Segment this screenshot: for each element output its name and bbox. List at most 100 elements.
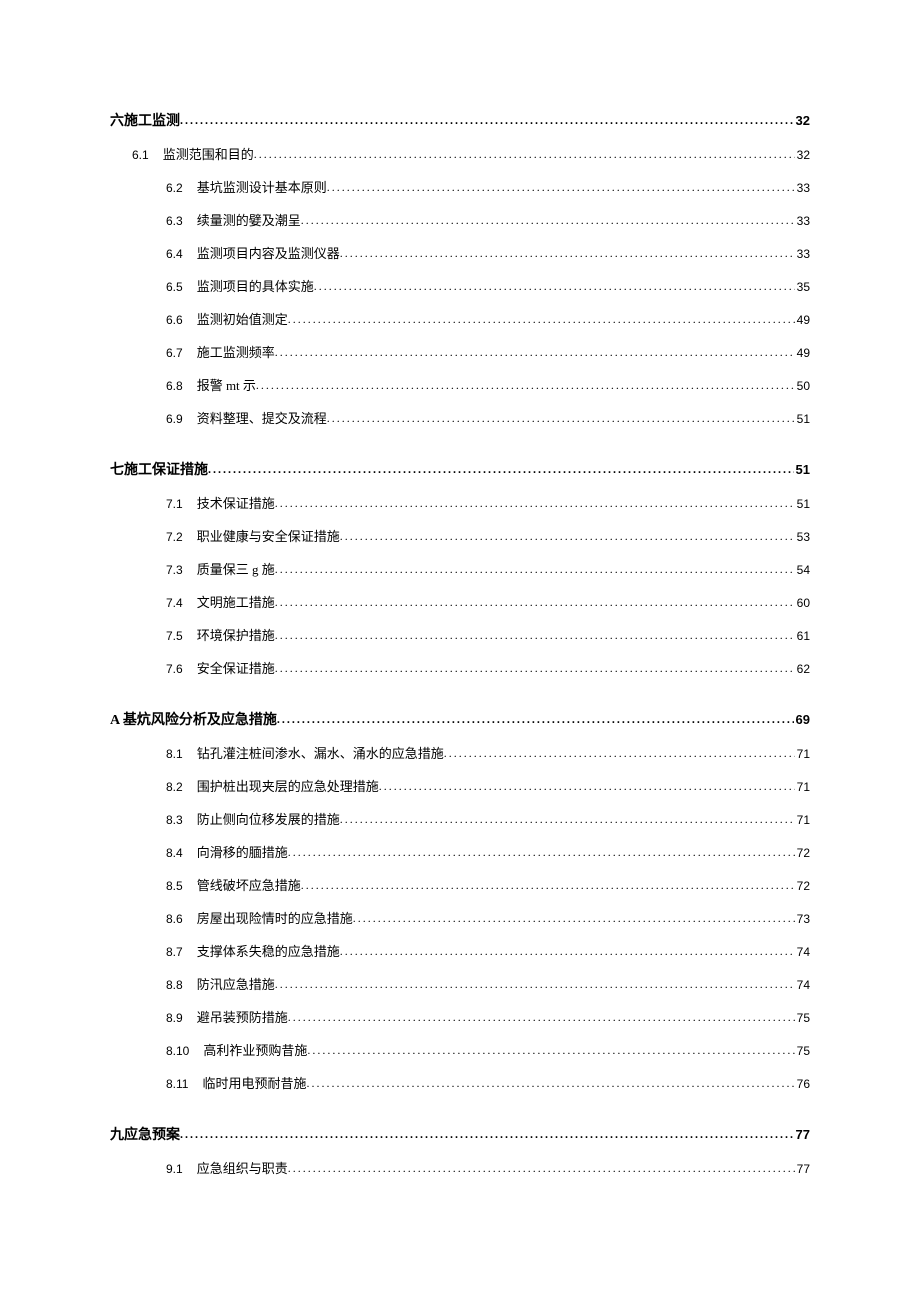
dot-leader	[301, 213, 795, 225]
toc-entry: 6.5监测项目的具体实施35	[166, 276, 810, 295]
toc-entry-page: 35	[795, 280, 810, 294]
toc-entry-number: 8.10	[166, 1044, 189, 1058]
toc-entry: 8.10 高利祚业预购昔施 75	[166, 1040, 810, 1059]
toc-entry-number: 7.3	[166, 563, 183, 577]
toc-entry-number: 8.9	[166, 1011, 183, 1025]
toc-entry-page: 53	[795, 530, 810, 544]
toc-entry-number: 6.4	[166, 247, 183, 261]
toc-entry-title: 支撑体系失稳的应急措施	[197, 941, 340, 960]
toc-entry-title: 防汛应急措施	[197, 974, 275, 993]
toc-section-heading-title: 九应急预案	[110, 1124, 180, 1144]
toc-section-heading-page: 69	[794, 712, 810, 727]
toc-entry-title: 防止侧向位移发展的措施	[197, 809, 340, 828]
toc-entry-number: 6.2	[166, 181, 183, 195]
toc-entry-number: 8.6	[166, 912, 183, 926]
toc-entry: 7.5环境保护措施61	[166, 625, 810, 644]
toc-section-heading-page: 32	[794, 113, 810, 128]
toc-entry-title: 文明施工措施	[197, 592, 275, 611]
dot-leader	[256, 378, 795, 390]
toc-entry-title: 监测初始值测定	[197, 309, 288, 328]
dot-leader	[307, 1043, 794, 1055]
toc-entry-number: 8.11	[166, 1077, 188, 1091]
dot-leader	[288, 312, 795, 324]
toc-entry-page: 33	[795, 214, 810, 228]
toc-entry: 6.8报警 mt 示50	[166, 375, 810, 394]
toc-section-heading: 七施工保证措施51	[110, 459, 810, 479]
toc-entry: 8.7 支撑体系失稳的应急措施 74	[166, 941, 810, 960]
toc-entry-page: 51	[795, 497, 810, 511]
toc-entry-title: 续量测的嬖及潮呈	[197, 210, 301, 229]
toc-entry-page: 75	[795, 1044, 810, 1058]
toc-entry: 7.6安全保证措施62	[166, 658, 810, 677]
dot-leader	[208, 462, 794, 474]
toc-section-heading: 六施工监测 32	[110, 110, 810, 130]
toc-entry-number: 8.5	[166, 879, 183, 893]
toc-entry-page: 60	[795, 596, 810, 610]
toc-entry: 8.5管线破坏应急措施72	[166, 875, 810, 894]
dot-leader	[254, 147, 795, 159]
toc-entry-page: 49	[795, 346, 810, 360]
toc-entry-number: 8.2	[166, 780, 183, 794]
toc-entry-number: 6.9	[166, 412, 183, 426]
dot-leader	[444, 746, 795, 758]
toc-entry-number: 8.7	[166, 945, 183, 959]
toc-entry-number: 7.1	[166, 497, 183, 511]
toc-entry-page: 71	[795, 813, 810, 827]
toc-entry-page: 49	[795, 313, 810, 327]
dot-leader	[327, 180, 795, 192]
dot-leader	[340, 944, 795, 956]
toc-entry: 7.4 文明施工措施 60	[166, 592, 810, 611]
toc-entry-page: 74	[795, 945, 810, 959]
toc-entry-page: 71	[795, 747, 810, 761]
toc-section-heading: A 基炕风险分析及应急措施69	[110, 709, 810, 729]
toc-entry-title: 质量保三 g 施	[197, 559, 275, 578]
toc-section-heading-title: 七施工保证措施	[110, 459, 208, 479]
dot-leader	[275, 345, 795, 357]
toc-entry-page: 62	[795, 662, 810, 676]
toc-entry-page: 76	[795, 1077, 810, 1091]
toc-entry-page: 32	[795, 148, 810, 162]
dot-leader	[180, 113, 794, 125]
toc-entry-title: 报警 mt 示	[197, 375, 256, 394]
dot-leader	[275, 661, 795, 673]
dot-leader	[340, 246, 795, 258]
toc-entry-page: 50	[795, 379, 810, 393]
dot-leader	[288, 1010, 795, 1022]
toc-entry-page: 75	[795, 1011, 810, 1025]
toc-entry-number: 8.4	[166, 846, 183, 860]
toc-entry-page: 73	[795, 912, 810, 926]
toc-entry-number: 7.5	[166, 629, 183, 643]
toc-entry-title: 监测范围和目的	[163, 144, 254, 163]
toc-entry-number: 6.6	[166, 313, 183, 327]
dot-leader	[275, 595, 795, 607]
toc-entry-number: 7.4	[166, 596, 183, 610]
toc-entry-title: 监测项目的具体实施	[197, 276, 314, 295]
toc-entry: 6.9资料整理、提交及流程51	[166, 408, 810, 427]
toc-entry: 6.4监测项目内容及监测仪器33	[166, 243, 810, 262]
dot-leader	[340, 812, 795, 824]
toc-entry: 6.6 监测初始值测定 49	[166, 309, 810, 328]
dot-leader	[275, 977, 795, 989]
toc-entry-number: 8.3	[166, 813, 183, 827]
toc-entry-title: 高利祚业预购昔施	[203, 1040, 307, 1059]
toc-entry: 8.4向滑移的腼措施72	[166, 842, 810, 861]
toc-entry-title: 施工监测频率	[197, 342, 275, 361]
table-of-contents: 六施工监测326.1监测范围和目的326.2基坑监测设计基本原则336.3续量测…	[110, 110, 810, 1177]
toc-entry-page: 74	[795, 978, 810, 992]
toc-entry-number: 6.3	[166, 214, 183, 228]
toc-section-heading-title: 六施工监测	[110, 110, 180, 130]
dot-leader	[379, 779, 795, 791]
toc-entry-page: 51	[795, 412, 810, 426]
toc-entry-page: 71	[795, 780, 810, 794]
dot-leader	[353, 911, 795, 923]
toc-entry-title: 房屋出现险情时的应急措施	[197, 908, 353, 927]
toc-entry-page: 72	[795, 879, 810, 893]
toc-entry: 9.1应急组织与职责77	[166, 1158, 810, 1177]
toc-entry-title: 向滑移的腼措施	[197, 842, 288, 861]
dot-leader	[180, 1127, 794, 1139]
toc-section-heading-page: 77	[794, 1127, 810, 1142]
dot-leader	[288, 1161, 795, 1173]
toc-section-heading: 九应急预案 77	[110, 1124, 810, 1144]
toc-entry: 7.3质量保三 g 施54	[166, 559, 810, 578]
toc-entry: 6.3 续量测的嬖及潮呈 33	[166, 210, 810, 229]
